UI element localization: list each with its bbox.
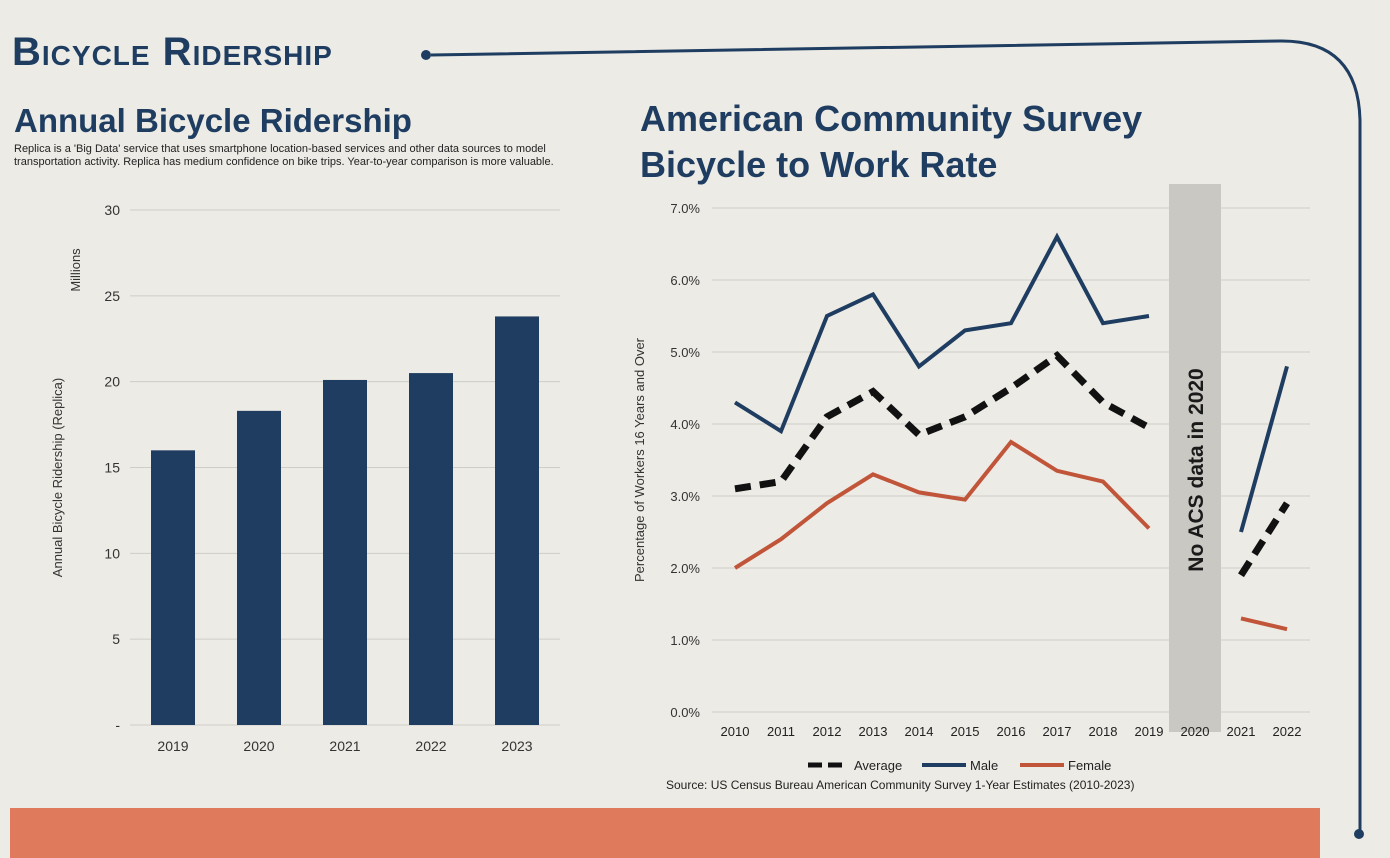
series-line-female (733, 439, 1151, 570)
line-x-tick-label: 2021 (1227, 724, 1256, 739)
series-line-male (733, 232, 1150, 435)
bar-x-tick-label: 2019 (157, 738, 188, 754)
bar-x-tick-label: 2022 (415, 738, 446, 754)
line-x-tick-label: 2012 (813, 724, 842, 739)
series-line-female (1240, 616, 1288, 632)
line-y-tick-label: 5.0% (670, 345, 700, 360)
left-chart-description: Replica is a 'Big Data' service that use… (14, 143, 554, 168)
legend-label-male: Male (970, 758, 998, 773)
line-x-tick-label: 2013 (859, 724, 888, 739)
bar-x-tick-label: 2020 (243, 738, 274, 754)
bar-y-tick-label: 15 (104, 460, 120, 476)
line-y-tick-label: 0.0% (670, 705, 700, 720)
legend-label-average: Average (854, 758, 902, 773)
line-x-tick-label: 2010 (721, 724, 750, 739)
bar-2022 (409, 373, 453, 725)
page-title: Bicycle Ridership (12, 30, 333, 74)
line-x-tick-label: 2015 (951, 724, 980, 739)
line-y-tick-label: 3.0% (670, 489, 700, 504)
line-y-tick-label: 4.0% (670, 417, 700, 432)
series-line-average (734, 351, 1151, 493)
bar-y-tick-label: 25 (104, 288, 120, 304)
line-x-tick-label: 2014 (905, 724, 934, 739)
bar-y-tick-label: 5 (112, 631, 120, 647)
series-line-male (1239, 365, 1289, 533)
line-x-tick-label: 2022 (1273, 724, 1302, 739)
legend-label-female: Female (1068, 758, 1111, 773)
bottom-accent-bar (10, 808, 1320, 858)
no-data-band (1169, 184, 1221, 732)
bar-x-tick-label: 2023 (501, 738, 532, 754)
left-chart-title: Annual Bicycle Ridership (14, 102, 412, 139)
right-title-line-1: American Community Survey (640, 98, 1143, 139)
chart-source: Source: US Census Bureau American Commun… (666, 778, 1135, 792)
bar-y-tick-label: 30 (104, 202, 120, 218)
bar-2020 (237, 410, 281, 725)
line-x-tick-label: 2016 (997, 724, 1026, 739)
bar-2019 (151, 450, 195, 725)
frame-line (430, 39, 1362, 832)
line-y-tick-label: 7.0% (670, 201, 700, 216)
bar-chart: - 5 10 15 20 25 30 2019 2020 2021 2022 2023 Annual B… (50, 202, 560, 754)
line-x-tick-label: 2011 (767, 724, 795, 739)
bar-y-unit-label: Millions (68, 248, 83, 292)
bar-y-axis-label: Annual Bicycle Ridership (Replica) (50, 378, 65, 577)
right-chart-title: American Community Survey Bicycle to Wor… (640, 96, 1260, 188)
line-x-tick-label: 2017 (1043, 724, 1072, 739)
frame-end-dot (1354, 829, 1364, 839)
bar-y-tick-label: - (115, 717, 120, 733)
line-y-tick-label: 1.0% (670, 633, 700, 648)
right-title-line-2: Bicycle to Work Rate (640, 144, 998, 185)
line-y-tick-label: 6.0% (670, 273, 700, 288)
line-x-tick-label: 2019 (1135, 724, 1164, 739)
line-x-tick-label: 2018 (1089, 724, 1118, 739)
line-x-tick-label: 2020 (1181, 724, 1210, 739)
line-chart: 0.0% 1.0% 2.0% 3.0% 4.0% 5.0% 6.0% 7.0% No ACS d… (632, 184, 1310, 773)
line-y-axis-label: Percentage of Workers 16 Years and Over (632, 337, 647, 582)
series-line-average (1238, 501, 1290, 578)
bar-2023 (495, 316, 539, 725)
bar-y-tick-label: 20 (104, 374, 120, 390)
no-data-annotation: No ACS data in 2020 (1185, 368, 1208, 571)
bar-2021 (323, 379, 367, 725)
line-y-tick-label: 2.0% (670, 561, 700, 576)
bar-y-tick-label: 10 (104, 545, 120, 561)
bar-x-tick-label: 2021 (329, 738, 360, 754)
frame-start-dot (421, 50, 431, 60)
